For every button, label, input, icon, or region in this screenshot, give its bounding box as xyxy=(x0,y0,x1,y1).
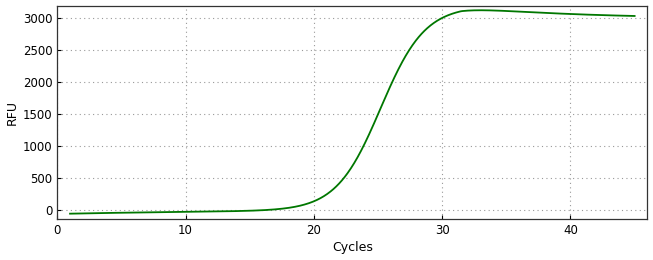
Y-axis label: RFU: RFU xyxy=(6,100,18,125)
X-axis label: Cycles: Cycles xyxy=(332,242,373,255)
